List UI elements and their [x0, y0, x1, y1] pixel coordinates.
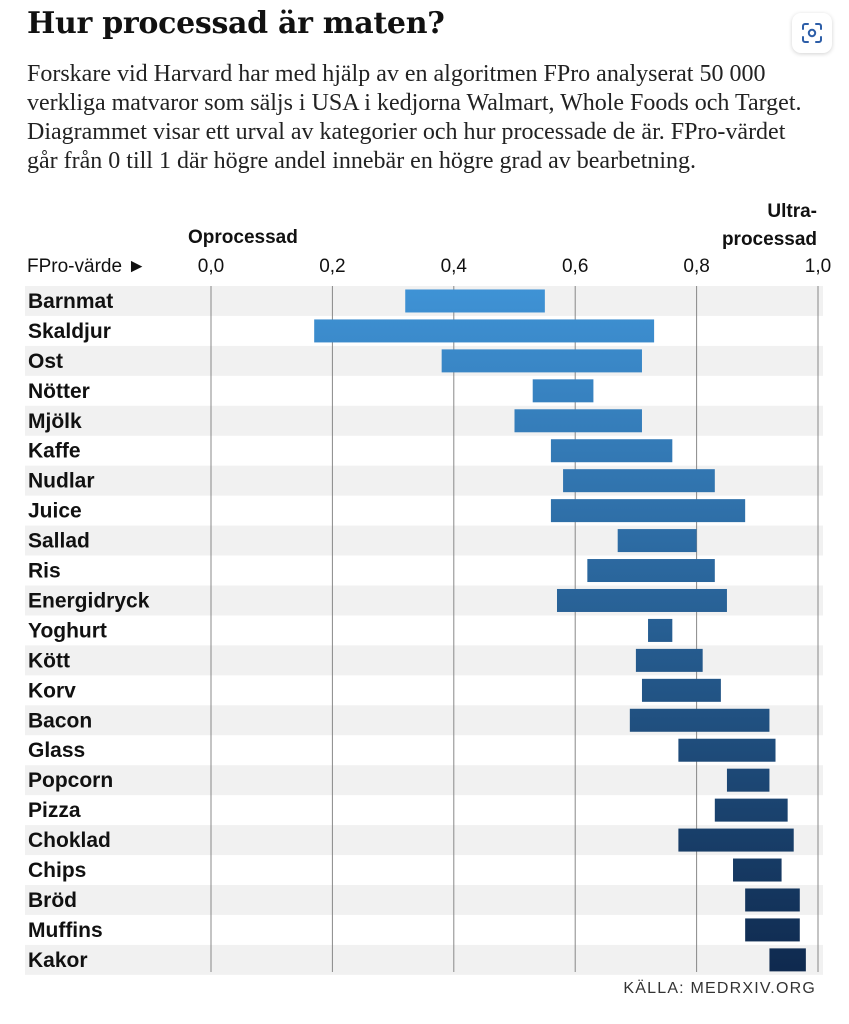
x-tick-label: 0,0: [198, 256, 224, 277]
row-stripe: [25, 345, 823, 376]
unprocessed-heading: Oprocessad: [188, 227, 298, 248]
range-bar: [532, 379, 594, 403]
range-bar: [733, 858, 782, 882]
category-label: Nudlar: [28, 470, 95, 493]
row-stripe: [25, 944, 823, 975]
lens-scan-icon: [802, 23, 822, 43]
x-tick-label: 0,4: [441, 256, 468, 277]
axis-name: FPro-värde ►: [27, 256, 146, 277]
category-label: Ost: [28, 350, 63, 373]
range-bar: [726, 768, 770, 792]
range-bar: [314, 319, 655, 343]
category-label: Bacon: [28, 709, 92, 732]
category-label: Popcorn: [28, 769, 113, 792]
range-bar: [745, 918, 800, 942]
chart-subtitle: Forskare vid Harvard har med hjälp av en…: [27, 61, 802, 174]
range-bar: [550, 439, 673, 463]
category-label: Kaffe: [28, 440, 81, 463]
category-label: Muffins: [28, 919, 103, 942]
row-stripe: [25, 525, 823, 556]
range-bar: [678, 738, 776, 762]
x-tick-label: 0,2: [319, 256, 345, 277]
range-bar: [587, 559, 715, 583]
category-label: Nötter: [28, 380, 90, 403]
x-tick-label: 1,0: [805, 256, 831, 277]
x-tick-label: 0,6: [562, 256, 588, 277]
category-label: Skaldjur: [28, 320, 111, 343]
category-label: Sallad: [28, 530, 90, 553]
range-bar: [556, 588, 727, 612]
range-bar: [678, 828, 794, 852]
range-bar: [617, 529, 697, 553]
lens-scan-button[interactable]: [792, 13, 832, 53]
range-bar: [405, 289, 545, 313]
range-bar: [514, 409, 642, 433]
category-label: Juice: [28, 500, 82, 523]
range-bar: [563, 469, 715, 493]
category-label: Choklad: [28, 829, 111, 852]
range-bar: [714, 798, 788, 822]
range-bar: [648, 618, 673, 642]
category-label: Bröd: [28, 889, 77, 912]
x-tick-label: 0,8: [683, 256, 709, 277]
range-bar: [745, 888, 800, 912]
row-stripe: [25, 405, 823, 436]
category-label: Chips: [28, 859, 86, 882]
range-bar: [641, 678, 721, 702]
range-bar: [629, 708, 770, 732]
row-stripe: [25, 765, 823, 796]
category-label: Kött: [28, 649, 70, 672]
ultraprocessed-heading-line2: processad: [722, 229, 817, 250]
category-label: Glass: [28, 739, 85, 762]
range-bar: [635, 648, 703, 672]
chart-title: Hur processad är maten?: [27, 6, 445, 41]
range-bar: [769, 948, 806, 972]
row-stripe: [25, 885, 823, 915]
category-label: Ris: [28, 560, 61, 583]
category-label: Korv: [28, 679, 76, 702]
category-label: Pizza: [28, 799, 81, 822]
category-label: Barnmat: [28, 290, 113, 313]
range-bar: [550, 499, 746, 523]
category-label: Mjölk: [28, 410, 82, 433]
category-label: Yoghurt: [28, 619, 107, 642]
category-label: Energidryck: [28, 589, 150, 612]
range-bar: [441, 349, 642, 373]
row-stripe: [25, 645, 823, 676]
ultraprocessed-heading-line1: Ultra-: [767, 201, 817, 222]
category-label: Kakor: [28, 949, 88, 972]
source-note: KÄLLA: MEDRXIV.ORG: [623, 980, 816, 997]
